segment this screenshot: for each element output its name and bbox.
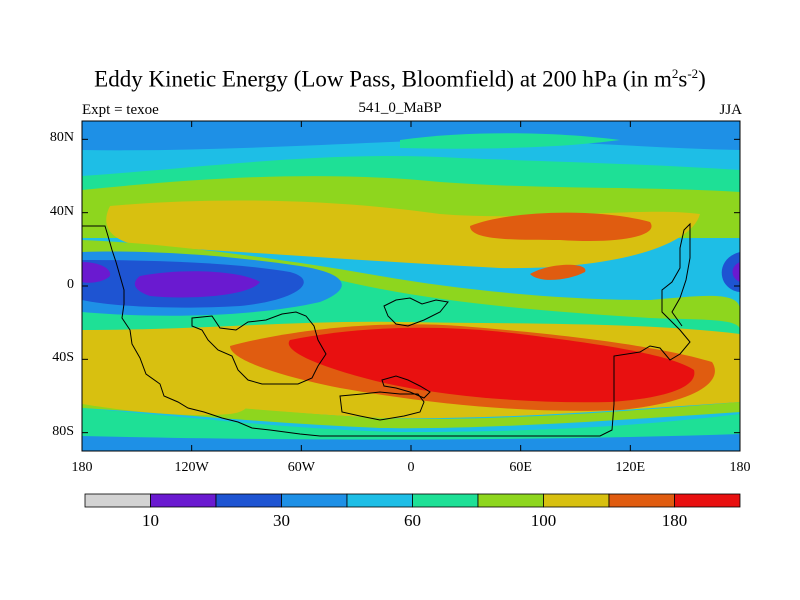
lat-label: 80N — [49, 130, 74, 146]
contour-field — [82, 121, 740, 451]
map-ticks — [81, 121, 741, 451]
lat-label: 80S — [52, 423, 74, 439]
contour-band-yellow-southwest — [82, 356, 249, 416]
lon-label: 0 — [407, 460, 415, 475]
contour-band-purple-tropic — [134, 271, 260, 298]
expt-label: Expt = texoe — [82, 102, 159, 118]
contour-band-purple-west — [82, 262, 111, 283]
contour-band-lime-south-edge — [82, 396, 740, 429]
lon-label: 120W — [174, 460, 209, 475]
season-label: JJA — [719, 102, 742, 118]
lon-label: 60E — [509, 460, 532, 475]
contour-band-red-south — [288, 327, 695, 403]
contour-band-orange-north — [470, 212, 652, 242]
lat-label: 40S — [52, 350, 74, 366]
coastlines — [82, 222, 691, 437]
colorbar-label: 180 — [661, 511, 688, 530]
contour-band-purple-east — [732, 262, 740, 282]
contour-band-orange-tropic — [530, 264, 586, 280]
contour-band-green-south-low — [82, 408, 740, 440]
coastline-antarctic-shelf — [339, 391, 425, 421]
lat-label: 40N — [49, 203, 74, 219]
colorbar-label: 10 — [142, 511, 159, 530]
coastline-africa — [191, 311, 327, 385]
experiment-subtitle: 541_0_MaBP — [358, 100, 442, 116]
lat-label: 0 — [67, 277, 74, 292]
colorbar-label: 30 — [273, 511, 290, 530]
coastline-small — [381, 375, 431, 399]
lon-label: 120E — [615, 460, 646, 475]
coastline-asia — [383, 297, 449, 327]
lon-label: 60W — [287, 460, 315, 475]
contour-band-green-north-pole — [400, 133, 620, 149]
colorbar-label: 60 — [404, 511, 421, 530]
chart-title: Eddy Kinetic Energy (Low Pass, Bloomfiel… — [94, 66, 706, 92]
contour-band-blue-east — [721, 252, 740, 292]
lon-label: 180 — [71, 460, 93, 475]
lon-label: 180 — [729, 460, 751, 475]
contour-band-lightblue-north-pole — [82, 121, 740, 151]
coastline-east — [613, 222, 691, 404]
coastline-americas — [82, 225, 615, 437]
colorbar-label: 100 — [530, 511, 557, 530]
contour-band-lightblue-south-pole — [82, 434, 740, 451]
